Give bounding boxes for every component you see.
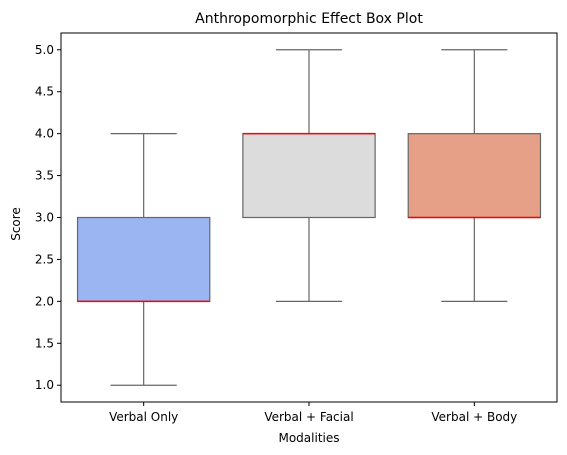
x-tick-label: Verbal + Body xyxy=(431,410,517,424)
x-tick-label: Verbal + Facial xyxy=(264,410,353,424)
box-iqr xyxy=(407,133,542,219)
plot-area xyxy=(60,32,558,403)
y-tick-label: 4.5 xyxy=(35,85,54,99)
y-tick-label: 5.0 xyxy=(35,43,54,57)
box-group xyxy=(76,133,211,386)
y-tick-label: 1.0 xyxy=(35,378,54,392)
y-tick-label: 4.0 xyxy=(35,127,54,141)
box-group xyxy=(407,49,542,302)
y-tick-label: 1.5 xyxy=(35,336,54,350)
y-tick-label: 3.0 xyxy=(35,211,54,225)
y-tick-label: 2.5 xyxy=(35,252,54,266)
x-axis-label: Modalities xyxy=(278,431,339,445)
x-tick-label: Verbal Only xyxy=(109,410,178,424)
x-axis: Verbal Only Verbal + Facial Verbal + Body xyxy=(109,402,517,424)
y-tick-label: 3.5 xyxy=(35,169,54,183)
chart-title: Anthropomorphic Effect Box Plot xyxy=(195,11,423,27)
y-tick-label: 2.0 xyxy=(35,294,54,308)
y-axis-label: Score xyxy=(9,207,23,241)
y-axis: 1.0 1.5 2.0 2.5 3.0 3.5 4.0 4.5 5.0 xyxy=(35,43,61,392)
box-iqr xyxy=(76,216,211,302)
box-group xyxy=(242,49,376,302)
box-iqr xyxy=(242,133,376,219)
